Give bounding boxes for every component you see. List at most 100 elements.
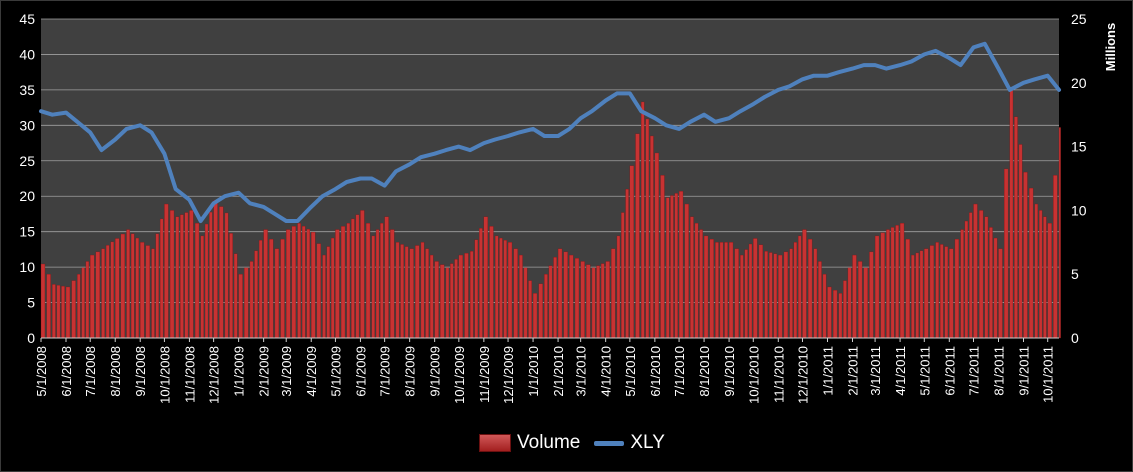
volume-bar — [650, 135, 654, 339]
volume-bar — [998, 248, 1003, 339]
x-tick-label: 3/1/2011 — [868, 346, 883, 396]
volume-bar — [135, 237, 139, 339]
volume-bar — [503, 240, 507, 339]
x-tick-label: 12/1/2010 — [795, 346, 810, 404]
volume-bar — [954, 238, 960, 339]
y-left-tick-label: 20 — [19, 188, 35, 204]
x-tick-label: 8/1/2008 — [108, 346, 123, 397]
volume-bar — [1043, 216, 1047, 339]
y-right-tick-label: 15 — [1071, 139, 1087, 155]
volume-bar — [960, 229, 964, 339]
volume-bar — [744, 249, 748, 339]
volume-bar — [445, 267, 450, 339]
volume-bar — [798, 235, 802, 339]
x-tick-label: 7/1/2011 — [966, 346, 981, 396]
x-tick-label: 4/1/2010 — [599, 346, 614, 397]
y-left-tick-label: 15 — [19, 224, 35, 240]
volume-bar — [1058, 127, 1061, 339]
volume-bar — [120, 233, 125, 339]
volume-bars — [40, 89, 1061, 339]
volume-bar — [984, 216, 989, 339]
y-left-tick-label: 10 — [19, 259, 35, 275]
volume-bar — [346, 223, 351, 339]
x-tick-label: 8/1/2009 — [403, 346, 418, 397]
volume-bar — [1034, 203, 1038, 339]
volume-bar — [140, 242, 145, 339]
volume-bar — [464, 252, 469, 339]
volume-bar — [890, 227, 895, 339]
volume-bar — [95, 251, 100, 339]
volume-bar — [715, 242, 719, 339]
x-tick-label: 10/1/2008 — [157, 346, 172, 404]
volume-bar — [596, 265, 600, 339]
volume-bar — [924, 248, 929, 339]
x-tick-label: 2/1/2011 — [845, 346, 860, 396]
volume-bar — [219, 206, 224, 339]
volume-bar — [740, 254, 744, 339]
volume-bar — [949, 248, 954, 339]
x-tick-label: 7/1/2008 — [83, 346, 98, 397]
volume-bar — [625, 188, 629, 339]
volume-bar — [874, 235, 880, 339]
volume-bar — [666, 197, 670, 339]
volume-bar — [375, 229, 380, 339]
volume-bar — [404, 246, 409, 339]
volume-bar — [85, 261, 90, 339]
volume-bar — [286, 229, 291, 339]
volume-bar — [935, 242, 939, 339]
x-tick-label: 10/1/2011 — [1041, 346, 1056, 403]
x-tick-label: 8/1/2011 — [992, 346, 1007, 396]
legend-swatch-xly — [594, 440, 625, 446]
volume-bar — [847, 267, 852, 339]
x-tick-label: 7/1/2009 — [378, 346, 393, 397]
x-tick-label: 5/1/2011 — [917, 346, 932, 396]
volume-bar — [852, 254, 857, 339]
volume-bar — [690, 216, 694, 339]
volume-bar — [105, 245, 110, 339]
x-tick-label: 2/1/2009 — [257, 346, 272, 397]
volume-bar — [709, 238, 714, 339]
volume-bar — [291, 226, 296, 339]
x-tick-label: 12/1/2009 — [501, 346, 516, 404]
volume-bar — [778, 254, 783, 339]
x-tick-label: 7/1/2010 — [672, 346, 687, 397]
volume-bar — [822, 274, 827, 339]
volume-bar — [605, 261, 610, 339]
volume-bar — [905, 238, 910, 339]
volume-bar — [229, 233, 233, 339]
volume-bar — [1018, 144, 1023, 339]
volume-bar — [204, 223, 209, 339]
volume-bar — [645, 118, 650, 339]
volume-bar — [843, 280, 847, 339]
volume-bar — [169, 210, 175, 339]
volume-bar — [1047, 223, 1052, 339]
volume-bar — [499, 237, 503, 339]
volume-bar — [469, 251, 474, 339]
volume-bar — [678, 191, 684, 339]
volume-bar — [110, 241, 114, 339]
volume-bar — [180, 214, 184, 339]
volume-bar — [1029, 187, 1034, 339]
legend-item-volume: Volume — [479, 432, 580, 454]
volume-bar — [494, 235, 499, 339]
volume-bar — [838, 293, 843, 339]
volume-bar — [340, 226, 346, 339]
volume-bar — [978, 210, 984, 339]
volume-bar — [489, 226, 494, 339]
volume-bar — [574, 258, 580, 339]
legend-label-xly: XLY — [630, 432, 665, 453]
volume-bar — [586, 264, 591, 339]
volume-bar — [101, 248, 105, 339]
volume-bar — [159, 218, 164, 339]
volume-bar — [507, 242, 513, 339]
volume-bar — [895, 225, 899, 339]
y-right-tick-label: 25 — [1071, 11, 1087, 27]
volume-bar — [440, 264, 445, 339]
volume-bar — [258, 240, 263, 339]
volume-bar — [857, 261, 863, 339]
volume-bar — [789, 248, 793, 339]
volume-bar — [899, 223, 905, 339]
volume-bar — [280, 238, 285, 339]
volume-bar — [415, 245, 420, 339]
volume-bar — [1023, 171, 1028, 339]
